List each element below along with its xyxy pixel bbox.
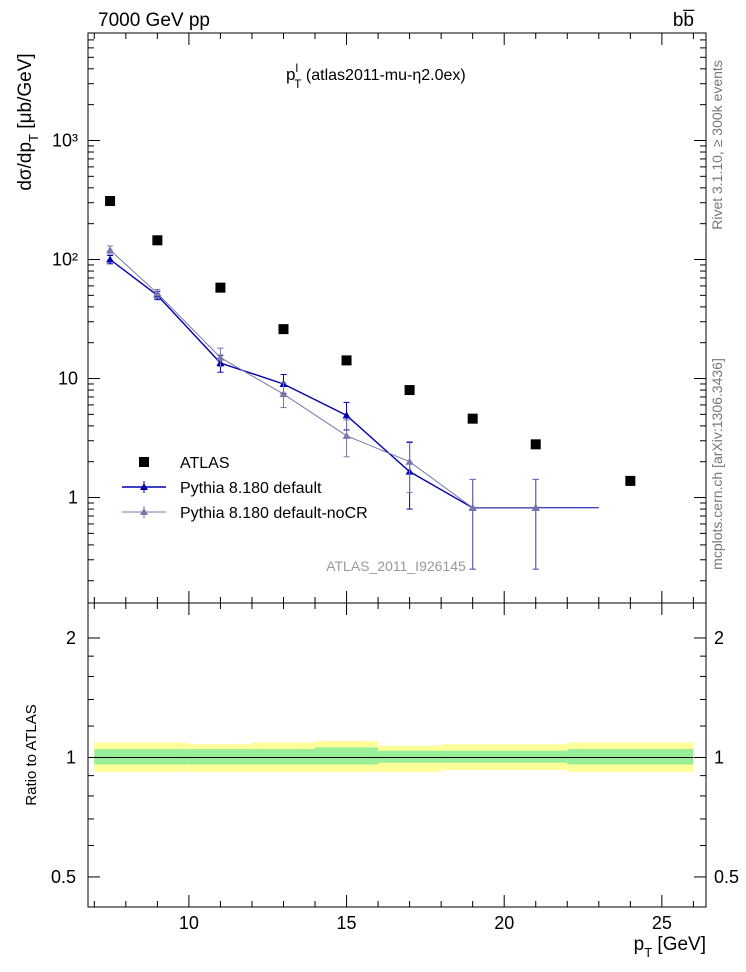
ratio-bands	[94, 741, 694, 772]
y-tick-label: 10²	[52, 250, 78, 270]
data-point-2	[342, 431, 351, 439]
data-point-1	[342, 411, 351, 419]
mcplots-label: mcplots.cern.ch [arXiv:1306.3436]	[709, 358, 725, 570]
x-axis-label: pT [GeV]	[634, 934, 706, 960]
legend-label: ATLAS	[180, 455, 230, 472]
ratio-band-segment	[378, 750, 442, 763]
ratio-y-tick-label-right: 1	[714, 747, 724, 767]
watermark: ATLAS_2011_I926145	[326, 558, 466, 574]
ratio-y-tick-label-right: 2	[714, 628, 724, 648]
data-point-atlas	[530, 439, 541, 450]
ratio-frame	[87, 602, 707, 908]
legend-label: Pythia 8.180 default	[180, 480, 322, 497]
data-point-atlas	[152, 235, 163, 246]
data-point-1	[106, 255, 115, 263]
data-point-atlas	[105, 196, 116, 207]
main-y-axis-label: dσ/dpT [μb/GeV]	[15, 53, 41, 190]
legend-marker	[140, 508, 148, 515]
ratio-y-tick-label: 1	[66, 747, 76, 767]
ratio-band-segment	[251, 749, 316, 765]
ratio-y-tick-label: 0.5	[51, 867, 76, 887]
energy-label: 7000 GeV pp	[98, 10, 210, 31]
legend-label: Pythia 8.180 default-noCR	[180, 505, 368, 522]
legend-marker	[140, 483, 148, 490]
ratio-panel: 0.5 0.5 1 1 2 2 10 15 20 25 Ratio to ATLAS pT [G…	[23, 602, 739, 960]
main-y-ticks: 1 10 10² 10³	[52, 32, 706, 582]
process-label: bb̅	[673, 10, 695, 31]
data-point-atlas	[278, 324, 289, 335]
rivet-label: Rivet 3.1.10, ≥ 300k events	[709, 60, 725, 230]
main-panel: 1 10 10² 10³ pl T (atlas2011-mu-η2.0ex) dσ/d…	[15, 32, 707, 604]
ratio-band-segment	[94, 749, 189, 765]
series-line-2	[109, 249, 536, 509]
data-point-atlas	[467, 413, 478, 424]
data-point-atlas	[215, 282, 226, 293]
series-line-1	[109, 258, 536, 509]
main-x-ticks	[93, 33, 694, 603]
data-point-2	[279, 390, 288, 398]
data-point-atlas	[404, 385, 415, 396]
ratio-y-ticks: 0.5 0.5 1 1 2 2	[51, 628, 739, 887]
legend: ATLAS Pythia 8.180 default Pythia 8.180 de…	[122, 455, 368, 522]
ratio-x-ticks: 10 15 20 25	[93, 603, 694, 933]
y-tick-label: 10³	[52, 130, 78, 150]
y-tick-label: 10	[58, 369, 78, 389]
ratio-y-tick-label: 2	[66, 628, 76, 648]
plot-title: pl T (atlas2011-mu-η2.0ex)	[286, 61, 466, 91]
ratio-band-segment	[441, 750, 568, 763]
ratio-y-axis-label: Ratio to ATLAS	[23, 704, 40, 805]
ratio-y-tick-label-right: 0.5	[714, 867, 739, 887]
data-point-2	[468, 503, 477, 511]
data-point-2	[531, 503, 540, 511]
data-point-2	[216, 353, 225, 361]
y-tick-label: 1	[68, 488, 78, 508]
data-point-2	[153, 289, 162, 297]
main-marks	[105, 196, 636, 570]
x-tick-label: 25	[652, 913, 672, 933]
ratio-band-segment	[188, 749, 252, 765]
data-point-2	[106, 246, 115, 254]
ratio-band-segment	[567, 749, 694, 765]
data-point-atlas	[341, 355, 352, 366]
x-tick-label: 15	[337, 913, 357, 933]
data-point-2	[405, 457, 414, 465]
x-tick-label: 20	[494, 913, 514, 933]
ratio-band-segment	[315, 747, 379, 765]
data-point-atlas	[625, 475, 636, 486]
x-tick-label: 10	[179, 913, 199, 933]
legend-marker-atlas	[139, 457, 149, 467]
